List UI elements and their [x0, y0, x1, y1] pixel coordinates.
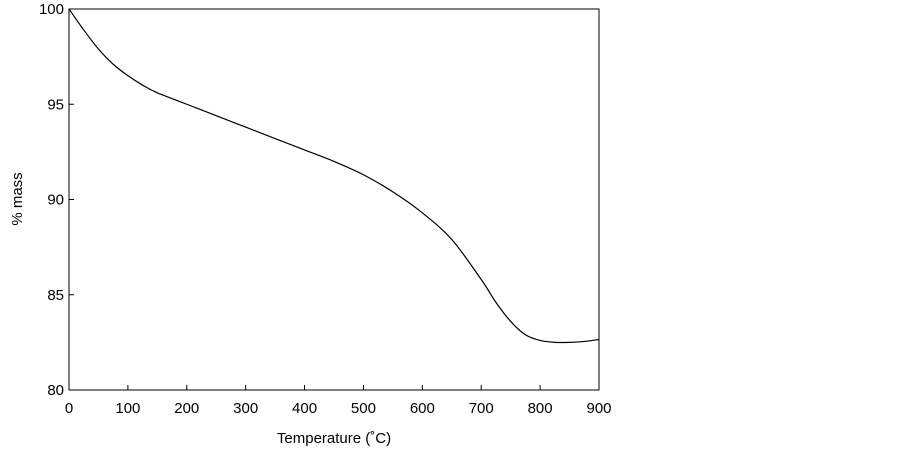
- y-tick-label: 80: [47, 382, 64, 399]
- y-tick-label: 95: [47, 96, 64, 113]
- x-axis: 0 100 200 300 400 500 600 700 800 900: [65, 385, 612, 417]
- plot-frame: [68, 8, 600, 391]
- x-tick-label: 900: [586, 400, 611, 417]
- x-axis-label: Temperature (˚C): [277, 430, 391, 447]
- x-tick-label: 300: [233, 400, 258, 417]
- x-tick-label: 800: [528, 400, 553, 417]
- y-tick-label: 85: [47, 287, 64, 304]
- x-tick-label: 200: [174, 400, 199, 417]
- y-tick-label: 100: [39, 1, 64, 18]
- x-tick-label: 400: [292, 400, 317, 417]
- y-axis-label: % mass: [9, 172, 26, 225]
- x-tick-label: 700: [469, 400, 494, 417]
- x-tick-label: 600: [410, 400, 435, 417]
- x-tick-label: 100: [115, 400, 140, 417]
- mass-curve: [68, 8, 600, 344]
- x-tick-label: 0: [65, 400, 73, 417]
- y-axis: 80 85 90 95 100: [39, 1, 74, 399]
- y-tick-label: 90: [47, 192, 64, 209]
- x-tick-label: 500: [351, 400, 376, 417]
